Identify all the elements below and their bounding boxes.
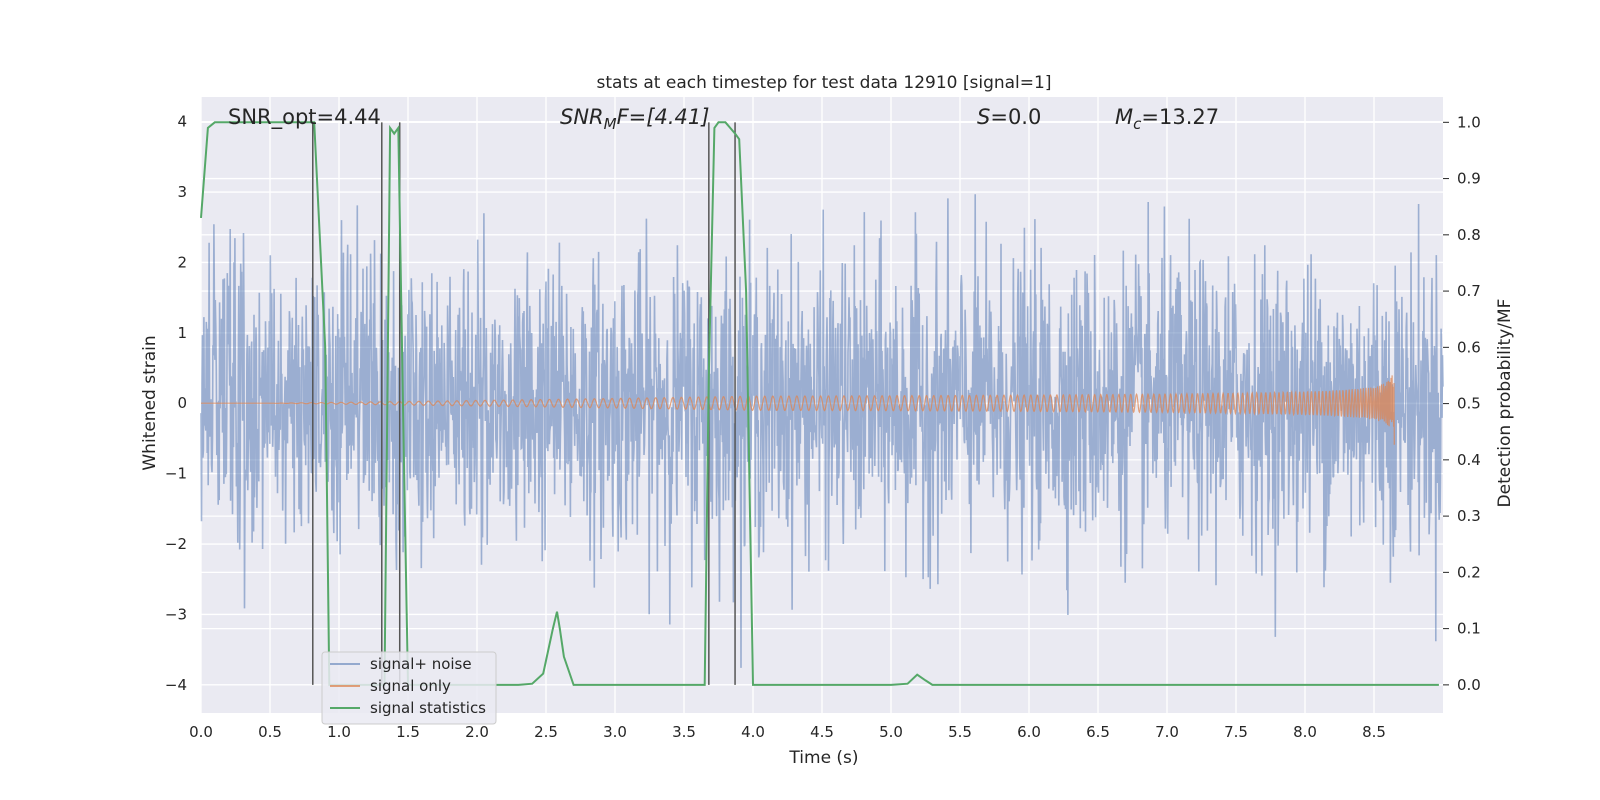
x-tick-label: 7.5 bbox=[1224, 723, 1248, 741]
x-tick-label: 5.5 bbox=[948, 723, 972, 741]
snr-mf-sub: M bbox=[604, 115, 617, 133]
right-y-tick-label: 0.0 bbox=[1457, 676, 1481, 694]
x-tick-label: 0.0 bbox=[189, 723, 213, 741]
x-tick-label: 4.5 bbox=[810, 723, 834, 741]
right-y-tick-label: 0.5 bbox=[1457, 395, 1481, 413]
x-tick-label: 2.0 bbox=[465, 723, 489, 741]
mc-var: M bbox=[1115, 105, 1133, 129]
right-y-tick-label: 0.1 bbox=[1457, 620, 1481, 638]
series-signal-plus-noise bbox=[200, 194, 1444, 668]
s-value: =0.0 bbox=[990, 105, 1041, 129]
x-tick-label: 4.0 bbox=[741, 723, 765, 741]
right-y-tick-label: 0.7 bbox=[1457, 282, 1481, 300]
left-y-tick-label: −4 bbox=[165, 676, 187, 694]
left-y-tick-label: −2 bbox=[165, 535, 187, 553]
left-y-tick-label: −3 bbox=[165, 605, 187, 623]
annotation-snr-mf: SNRMF=[4.41] bbox=[560, 105, 709, 133]
x-tick-label: 7.0 bbox=[1155, 723, 1179, 741]
left-y-tick-labels: 4 3 2 1 0 −1 −2 −3 −4 bbox=[165, 113, 187, 694]
mc-value: =13.27 bbox=[1141, 105, 1219, 129]
x-tick-label: 8.0 bbox=[1293, 723, 1317, 741]
left-y-tick-label: 0 bbox=[177, 394, 187, 412]
left-y-tick-label: 2 bbox=[177, 253, 187, 271]
s-var: S bbox=[977, 105, 990, 129]
left-y-tick-label: 3 bbox=[177, 183, 187, 201]
annotation-snr-opt: SNR_opt=4.44 bbox=[228, 105, 381, 130]
left-y-tick-label: 4 bbox=[177, 113, 187, 131]
legend-label-signal-only: signal only bbox=[370, 677, 451, 695]
x-tick-label: 6.0 bbox=[1017, 723, 1041, 741]
right-y-tick-label: 0.2 bbox=[1457, 563, 1481, 581]
right-y-axis-label: Detection probability/MF bbox=[1495, 299, 1515, 508]
x-tick-label: 3.5 bbox=[672, 723, 696, 741]
right-y-tick-labels: 1.0 0.9 0.8 0.7 0.6 0.5 0.4 0.3 0.2 0.1 0.0 bbox=[1443, 113, 1481, 694]
right-y-tick-label: 1.0 bbox=[1457, 113, 1481, 131]
series-line-signal-plus-noise bbox=[200, 194, 1444, 668]
legend-box bbox=[321, 651, 497, 725]
right-y-tick-label: 0.6 bbox=[1457, 338, 1481, 356]
x-tick-label: 8.5 bbox=[1362, 723, 1386, 741]
right-y-tick-label: 0.9 bbox=[1457, 170, 1481, 188]
right-y-tick-label: 0.4 bbox=[1457, 451, 1481, 469]
x-tick-label: 3.0 bbox=[603, 723, 627, 741]
annotation-s: S=0.0 bbox=[977, 105, 1041, 129]
snr-mf-tail: F=[4.41] bbox=[617, 105, 710, 129]
x-tick-label: 1.0 bbox=[327, 723, 351, 741]
x-tick-label: 2.5 bbox=[534, 723, 558, 741]
right-y-tick-label: 0.3 bbox=[1457, 507, 1481, 525]
x-tick-labels: 0.0 0.5 1.0 1.5 2.0 2.5 3.0 3.5 4.0 4.5 5.0 5.5 6.0 6… bbox=[189, 723, 1386, 741]
x-tick-label: 1.5 bbox=[396, 723, 420, 741]
legend-label-signal-plus-noise: signal+ noise bbox=[370, 655, 472, 673]
left-y-axis-label: Whitened strain bbox=[140, 335, 160, 470]
x-axis-label: Time (s) bbox=[788, 748, 858, 768]
x-tick-label: 6.5 bbox=[1086, 723, 1110, 741]
mc-sub: c bbox=[1133, 115, 1142, 133]
legend-label-signal-statistics: signal statistics bbox=[370, 699, 486, 717]
right-y-tick-label: 0.8 bbox=[1457, 226, 1481, 244]
left-y-tick-label: −1 bbox=[165, 465, 187, 483]
legend: signal+ noise signal only signal statist… bbox=[321, 651, 497, 725]
snr-mf-base: SNR bbox=[560, 105, 604, 129]
annotation-mc: Mc=13.27 bbox=[1115, 105, 1219, 133]
x-tick-label: 0.5 bbox=[258, 723, 282, 741]
chart-title: stats at each timestep for test data 129… bbox=[597, 73, 1052, 93]
left-y-tick-label: 1 bbox=[177, 324, 187, 342]
x-tick-label: 5.0 bbox=[879, 723, 903, 741]
